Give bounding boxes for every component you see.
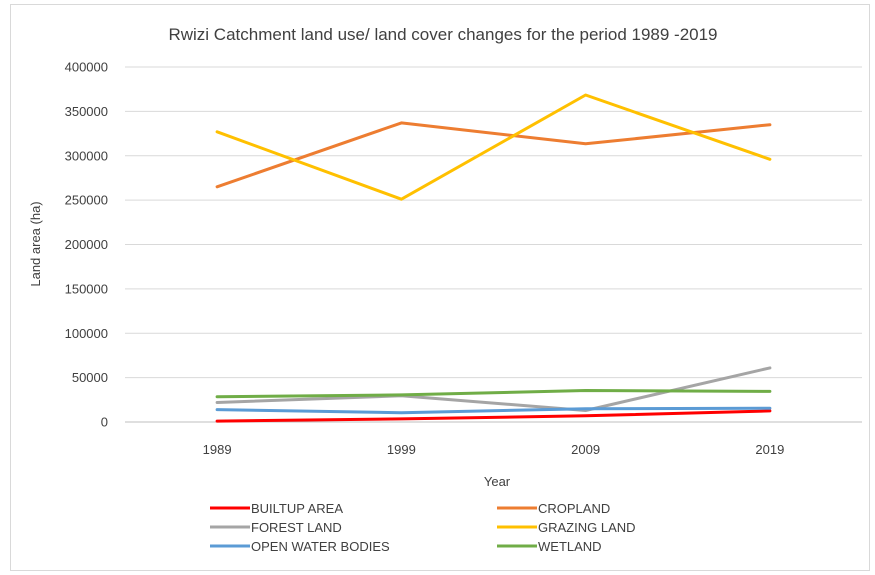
y-tick-label: 400000 — [65, 60, 108, 75]
series-line-wetland — [215, 389, 772, 399]
series-line-open-water-bodies — [215, 406, 772, 415]
y-tick-labels: 0 50000 100000 150000 200000 250000 300000 3500… — [65, 60, 108, 430]
legend-label-wetland: WETLAND — [538, 539, 602, 554]
y-tick-label: 50000 — [72, 370, 108, 385]
series-lines — [215, 93, 772, 423]
x-tick-labels: 1989 1999 2009 2019 — [203, 442, 785, 457]
y-tick-label: 300000 — [65, 148, 108, 163]
series-line-builtup-area — [215, 409, 772, 423]
x-axis-label: Year — [484, 474, 511, 489]
legend-label-grazing-land: GRAZING LAND — [538, 520, 636, 535]
series-line-grazing-land — [215, 93, 772, 201]
legend-label-forest-land: FOREST LAND — [251, 520, 342, 535]
legend-label-open-water-bodies: OPEN WATER BODIES — [251, 539, 390, 554]
series-line-cropland — [215, 121, 772, 189]
legend-label-cropland: CROPLAND — [538, 501, 610, 516]
y-tick-label: 350000 — [65, 104, 108, 119]
x-tick-label: 2009 — [571, 442, 600, 457]
x-tick-label: 1999 — [387, 442, 416, 457]
y-tick-label: 150000 — [65, 281, 108, 296]
x-tick-label: 2019 — [755, 442, 784, 457]
y-tick-label: 200000 — [65, 237, 108, 252]
x-tick-label: 1989 — [203, 442, 232, 457]
y-tick-label: 0 — [101, 415, 108, 430]
chart-title: Rwizi Catchment land use/ land cover cha… — [168, 25, 717, 44]
y-tick-label: 250000 — [65, 193, 108, 208]
y-axis-label: Land area (ha) — [28, 201, 43, 286]
legend-label-builtup-area: BUILTUP AREA — [251, 501, 343, 516]
series-line-forest-land — [215, 366, 772, 412]
chart-frame — [10, 4, 870, 571]
y-tick-label: 100000 — [65, 326, 108, 341]
legend: BUILTUP AREA CROPLAND FOREST LAND GRAZING L… — [210, 501, 636, 554]
gridlines — [125, 66, 862, 423]
